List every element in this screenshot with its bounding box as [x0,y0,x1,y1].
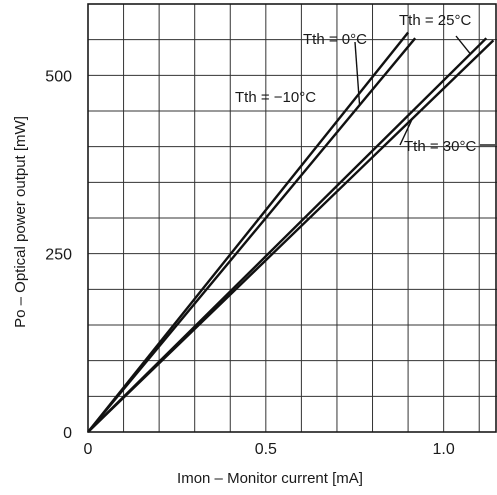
leader-line-25 [455,35,471,55]
y-tick-label: 500 [45,68,72,85]
grid [88,4,497,432]
leader-line-0 [354,41,361,106]
x-axis-title: Imon – Monitor current [mA] [177,470,363,487]
series-label-0: Tth = 0°C [303,31,367,48]
series-label-m10: Tth = −10°C [235,89,316,106]
series-line-0 [87,31,410,433]
x-tick-label: 1.0 [433,441,455,458]
label-leaders [354,35,495,146]
y-tick-label: 0 [63,425,72,442]
y-axis-title: Po – Optical power output [mW] [12,116,29,328]
series-lines [87,31,495,433]
plot-frame [87,3,497,433]
x-tick-label: 0.5 [255,441,277,458]
series-line-3 [87,39,495,433]
series-line-1 [87,37,417,433]
y-tick-label: 250 [45,247,72,264]
x-tick-label: 0 [84,441,93,458]
series-label-30: Tth = 30°C [404,138,476,155]
leader-line-30 [399,118,413,146]
tick-labels: 0 0.5 1.0 0 250 500 [45,68,455,458]
series-label-25: Tth = 25°C [399,12,471,29]
